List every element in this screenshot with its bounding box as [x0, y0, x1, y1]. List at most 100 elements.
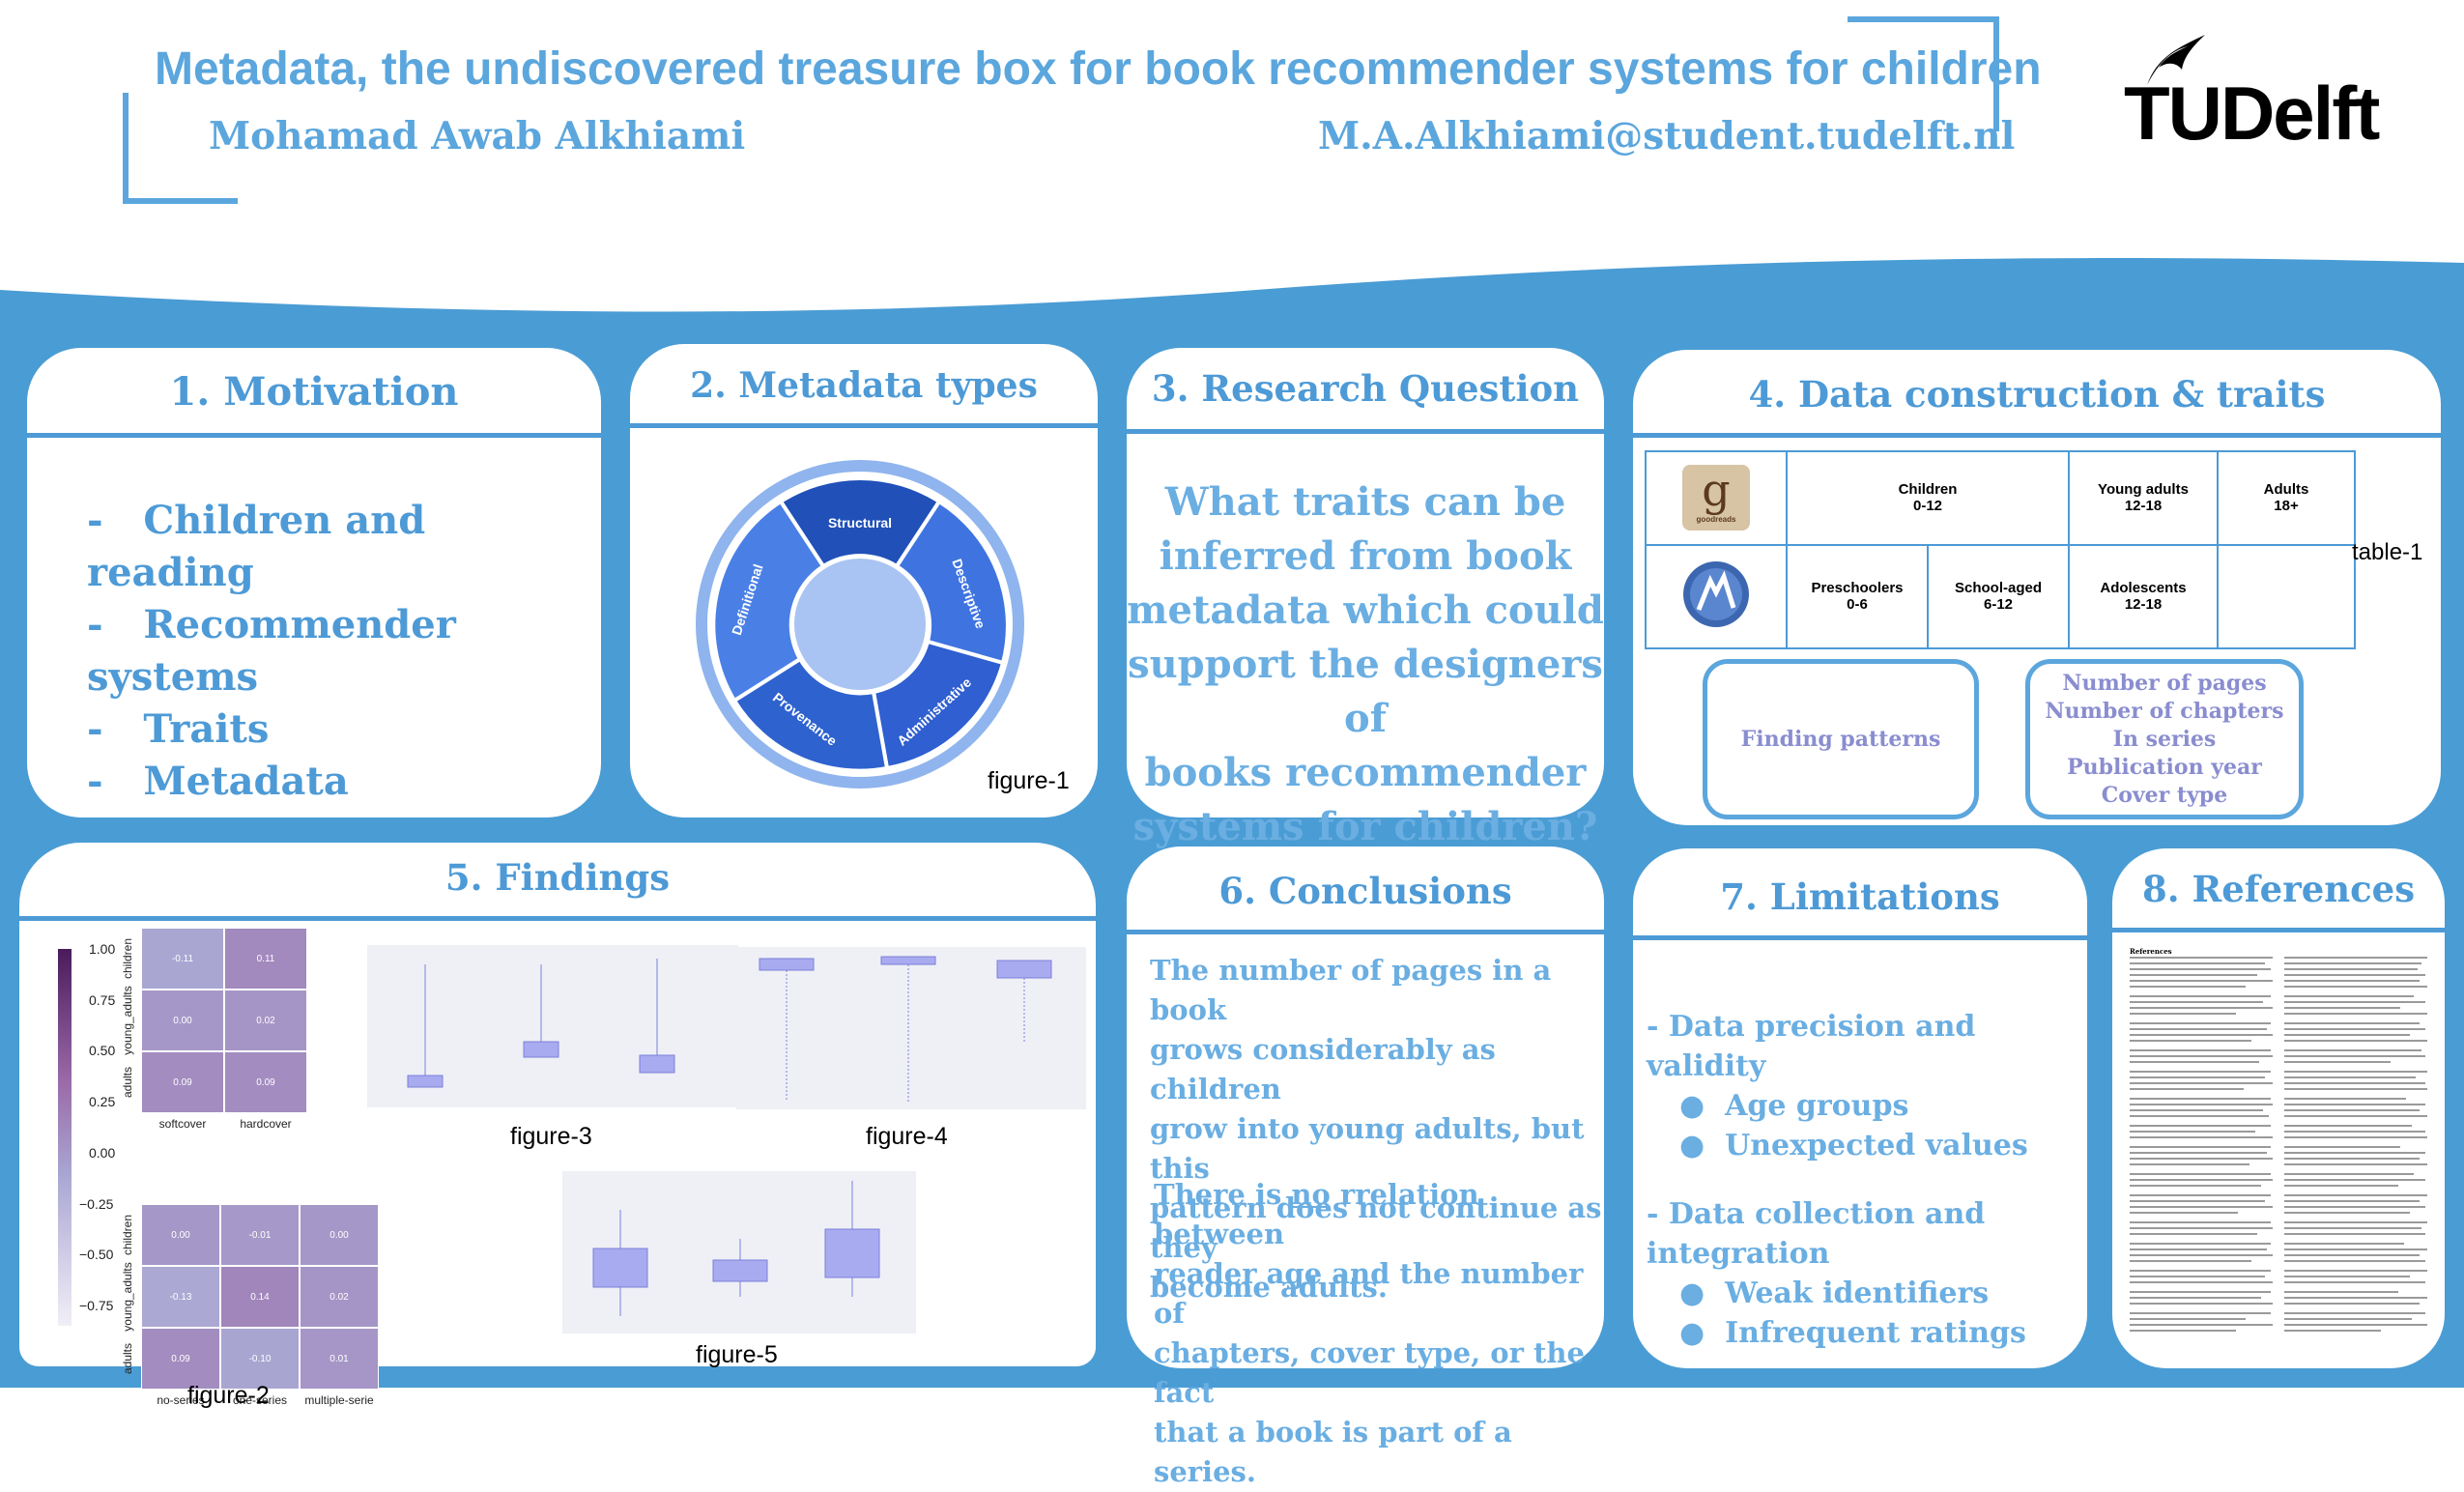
heatmap-cover-type: -0.11 0.11 0.00 0.02 0.09 0.09 children young_a…	[121, 928, 307, 1131]
table-row: g goodreads Children 0-12 Young adults 12-…	[1645, 450, 2356, 546]
table-cell-logo	[1645, 543, 1788, 650]
rq-line: inferred from book	[1159, 533, 1572, 579]
motivation-list: - Children and reading - Recommender sys…	[87, 495, 601, 808]
conclusion-paragraph-1: The number of pages in a book grows cons…	[1150, 951, 1604, 1307]
table-cell: Young adults 12-18	[2068, 450, 2219, 546]
traits-pill: Number of pages Number of chapters In se…	[2025, 659, 2304, 819]
group-name: Children	[1898, 481, 1958, 499]
dash-bullet: -	[87, 706, 103, 752]
colorbar-tick-label: 0.00	[89, 1144, 116, 1161]
colorbar-tick-label: −0.75	[79, 1297, 114, 1313]
conclusion-paragraph-2: There is no rrelation between reader age…	[1154, 1175, 1604, 1492]
conclusions-rule	[1127, 930, 1604, 934]
goodreads-letter: g	[1702, 464, 1731, 517]
table-cell-logo: g goodreads	[1645, 450, 1788, 546]
findings-rule	[19, 916, 1096, 921]
header-bracket-right	[1848, 16, 1999, 131]
heatmap-column-label: hardcover	[240, 1117, 292, 1131]
trait-item: Number of chapters	[2045, 698, 2284, 724]
limitation-item: Infrequent ratings	[1725, 1316, 2026, 1350]
label-structural: Structural	[828, 515, 892, 531]
conclusion-line: reader age and the number of	[1154, 1257, 1584, 1330]
figure-2: 1.00 0.75 0.50 0.25 0.00 −0.25 −0.50 −0.75 -0.1…	[19, 928, 379, 1409]
conclusion-line: that a book is part of a series.	[1154, 1416, 1512, 1488]
table-cell-empty	[2217, 543, 2356, 650]
figure-3-caption: figure-3	[510, 1123, 592, 1150]
list-item-label: Recommender systems	[87, 602, 456, 700]
group-name: Adults	[2263, 481, 2309, 499]
figure-3	[367, 945, 738, 1107]
rq-line: metadata which could	[1127, 588, 1604, 633]
dash-bullet: -	[87, 759, 103, 804]
bullet-icon: ●	[1679, 1316, 1705, 1350]
colorbar-tick-label: 1.00	[89, 941, 116, 957]
figure-1-caption: figure-1	[988, 767, 1070, 794]
findings-card: 5. Findings 1.00 0.75 0.50 0.25 0.00 −0.25 −0.…	[19, 843, 1096, 1409]
limitation-item: Unexpected values	[1725, 1129, 2028, 1162]
data-construction-card: 4. Data construction & traits g goodread…	[1633, 350, 2441, 825]
conclusions-heading: 6. Conclusions	[1218, 870, 1512, 912]
trait-item: In series	[2112, 726, 2217, 752]
references-heading: 8. References	[2141, 868, 2416, 910]
list-item: - Recommender systems	[87, 599, 601, 703]
metadata-donut-diagram: Structural Descriptive Administrative Pr…	[696, 460, 1024, 789]
research-question-rule	[1127, 429, 1604, 434]
poster-title: Metadata, the undiscovered treasure box …	[155, 43, 2042, 95]
figure-4-caption: figure-4	[866, 1123, 948, 1150]
figure-4	[736, 947, 1086, 1109]
list-item-label: Metadata	[143, 759, 349, 804]
heatmap-cell: 0.11	[224, 928, 307, 990]
heatmap-cell: 0.14	[220, 1266, 300, 1328]
list-item-label: Children and reading	[87, 498, 426, 595]
heatmap-cell: -0.11	[141, 928, 224, 990]
conclusion-line: chapters, cover type, or the fact	[1154, 1336, 1585, 1409]
limitation-item: Weak identifiers	[1725, 1277, 1990, 1310]
limitations-list: - Data precision and validity ● Age grou…	[1647, 1007, 2087, 1353]
heatmap-row-label: adults	[121, 1066, 134, 1099]
data-construction-heading: 4. Data construction & traits	[1748, 373, 2326, 416]
group-range: 0-6	[1847, 596, 1868, 614]
segment-descriptive	[894, 499, 1010, 666]
table-cell: School-aged 6-12	[1927, 543, 2070, 650]
conclusion-line: The number of pages in a book	[1150, 954, 1552, 1026]
references-label: References	[2130, 947, 2172, 956]
group-range: 0-12	[1912, 498, 1943, 515]
conclusion-text: There is	[1154, 1178, 1292, 1211]
colorbar-tick-label: −0.25	[79, 1195, 114, 1212]
dash-bullet: -	[87, 498, 103, 543]
pill-label: Finding patterns	[1740, 726, 1941, 752]
conclusion-line: pattern does not continue as they	[1150, 1191, 1602, 1264]
table-cell: Children 0-12	[1786, 450, 2070, 546]
motivation-heading: 1. Motivation	[169, 369, 459, 415]
conclusion-line: grow into young adults, but this	[1150, 1112, 1585, 1185]
tudelft-logo: TUDelft	[2124, 29, 2404, 156]
age-groups-table: g goodreads Children 0-12 Young adults 12-…	[1645, 450, 2356, 650]
rq-line: support the designers of	[1128, 642, 1603, 741]
research-question-heading: 3. Research Question	[1151, 367, 1580, 410]
figure-5-caption: figure-5	[696, 1341, 778, 1368]
segment-definitional	[711, 499, 826, 703]
heatmap-cell: 0.09	[141, 1328, 220, 1390]
conclusion-text: rrelation between	[1154, 1178, 1479, 1250]
group-range: 18+	[2274, 498, 2299, 515]
colorbar	[58, 949, 72, 1326]
list-item: - Children and reading	[87, 495, 601, 599]
conclusion-line: There is no rrelation between	[1154, 1175, 1604, 1254]
heatmap-cell: 0.01	[300, 1328, 379, 1390]
bullet-icon: ●	[1679, 1089, 1705, 1123]
rq-line: books recommender	[1144, 750, 1587, 795]
group-range: 6-12	[1983, 596, 2014, 614]
heatmap-series: 0.00 -0.01 0.00 -0.13 0.14 0.02 0.09 -0.10 0.01 c…	[121, 1204, 379, 1407]
colorbar-tick-label: 0.50	[89, 1043, 116, 1059]
heatmap-row-label: children	[121, 1214, 134, 1256]
limitation-item: Age groups	[1725, 1089, 1909, 1123]
figure-3-plot	[407, 959, 675, 1088]
library-logo-icon	[1683, 561, 1749, 628]
list-item-label: Traits	[143, 706, 270, 752]
heatmap-cell: 0.02	[224, 990, 307, 1051]
limitations-card: 7. Limitations - Data precision and vali…	[1633, 848, 2087, 1368]
donut-segments	[711, 476, 1010, 773]
segment-administrative	[871, 639, 1006, 771]
group-name: Preschoolers	[1811, 580, 1904, 597]
group-name: Adolescents	[2100, 580, 2187, 597]
